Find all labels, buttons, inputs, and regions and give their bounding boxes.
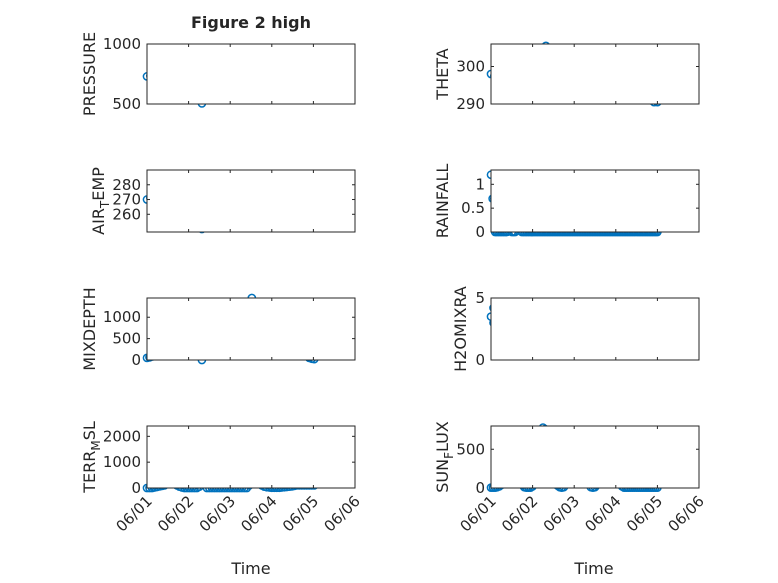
y-tick-label: 500	[456, 440, 485, 458]
y-tick-label: 500	[112, 330, 141, 348]
y-tick-label: 280	[112, 176, 141, 194]
y-tick-label: 0	[131, 479, 141, 497]
axes-frame	[490, 43, 700, 105]
x-axis-label-left: Time	[230, 559, 270, 578]
y-tick-label: 0	[475, 479, 485, 497]
y-tick-label: 0	[475, 351, 485, 369]
y-axis-label: THETA	[433, 48, 452, 100]
figure-title: Figure 2 high	[191, 13, 311, 32]
y-tick-label: 5	[475, 289, 485, 307]
x-axis-label-right: Time	[573, 559, 613, 578]
y-tick-label: 260	[112, 205, 141, 223]
y-axis-label: SUNFLUX	[433, 421, 456, 493]
y-axis-label: TERRMSL	[80, 421, 103, 494]
y-axis-label: PRESSURE	[80, 32, 99, 116]
y-tick-label: 500	[112, 95, 141, 113]
y-axis-label: AIRTEMP	[89, 167, 112, 235]
y-tick-label: 0	[131, 351, 141, 369]
y-tick-label: 2000	[103, 427, 141, 445]
y-tick-label: 270	[112, 191, 141, 209]
y-axis-label: H2OMIXRA	[451, 286, 470, 372]
subplot-h2omixra: 0 5 H2OMIXRA	[451, 286, 700, 372]
y-tick-label: 1000	[103, 35, 141, 53]
y-tick-label: 300	[456, 58, 485, 76]
axes-frame	[490, 425, 700, 489]
y-tick-label: 290	[456, 95, 485, 113]
y-tick-label: 0	[475, 223, 485, 241]
y-axis-label: MIXDEPTH	[80, 287, 99, 370]
axes-frame	[490, 169, 700, 233]
axes-frame	[146, 169, 356, 233]
y-tick-label: 1000	[103, 453, 141, 471]
y-tick-label: 0.5	[461, 199, 485, 217]
axes-frame	[146, 43, 356, 105]
axes-frame	[490, 297, 700, 361]
y-tick-label: 1	[475, 175, 485, 193]
y-axis-label: RAINFALL	[433, 164, 452, 239]
subplot-rainfall: 0 0.5 1 RAINFALL	[433, 164, 700, 241]
y-tick-label: 1000	[103, 308, 141, 326]
axes-frame	[146, 297, 356, 361]
axes-frame	[146, 425, 356, 489]
